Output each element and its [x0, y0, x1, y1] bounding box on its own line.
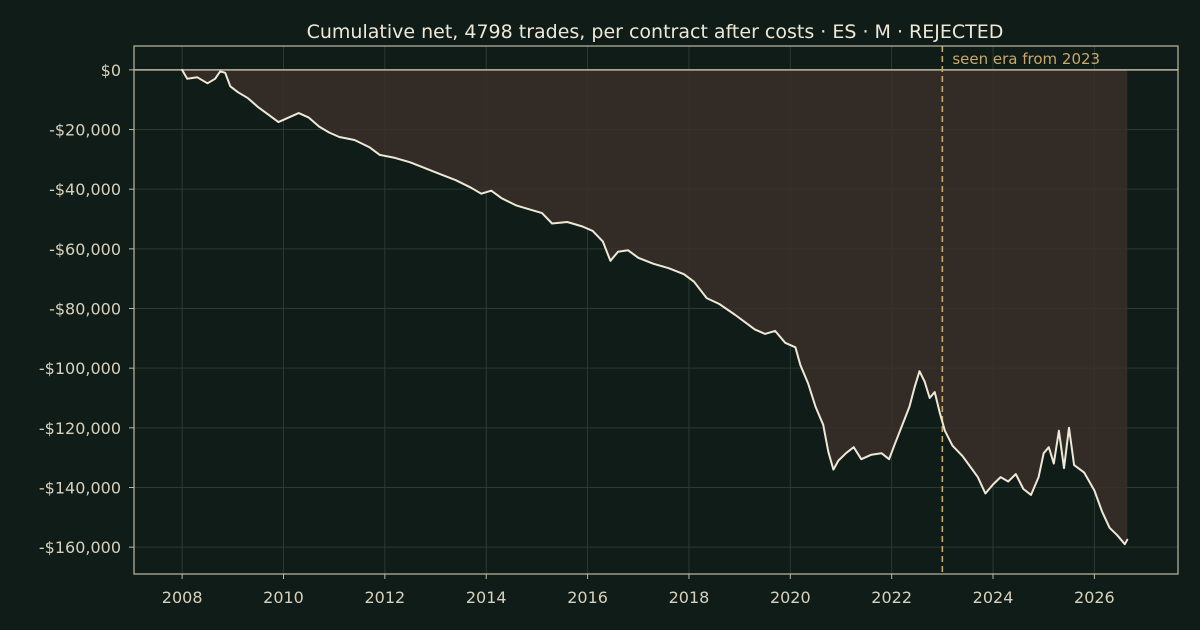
- plot-frame: [133, 45, 1179, 575]
- era-marker-label: seen era from 2023: [952, 50, 1100, 68]
- cumulative-net-line: [181, 68, 1129, 546]
- x-tick-label: 2012: [365, 588, 406, 607]
- x-tick-label: 2014: [466, 588, 507, 607]
- axis-layer: 2008 2010 2012 2014 2016 2018 2020 2022 2024 2026…: [39, 45, 1179, 607]
- y-tick-label: -$160,000: [39, 538, 121, 557]
- y-tick-label: -$140,000: [39, 478, 121, 497]
- x-tick-label: 2016: [567, 588, 608, 607]
- chart-title: Cumulative net, 4798 trades, per contrac…: [307, 21, 1004, 43]
- x-tick-label: 2010: [263, 588, 304, 607]
- y-tick-label: -$120,000: [39, 419, 121, 438]
- series-layer: [181, 68, 1129, 546]
- fill-layer: [182, 69, 1128, 545]
- y-tick-label: $0: [101, 61, 121, 80]
- x-tick-label: 2022: [871, 588, 912, 607]
- x-tick-label: 2024: [973, 588, 1014, 607]
- y-tick-label: -$40,000: [49, 180, 121, 199]
- x-tick-label: 2020: [770, 588, 811, 607]
- y-tick-label: -$20,000: [49, 121, 121, 140]
- drawdown-fill: [182, 69, 1128, 545]
- x-tick-label: 2018: [669, 588, 710, 607]
- y-tick-label: -$100,000: [39, 359, 121, 378]
- y-tick-label: -$60,000: [49, 240, 121, 259]
- x-tick-label: 2008: [162, 588, 203, 607]
- y-tick-label: -$80,000: [49, 300, 121, 319]
- x-tick-label: 2026: [1074, 588, 1115, 607]
- era-marker-layer: seen era from 2023: [941, 46, 1100, 574]
